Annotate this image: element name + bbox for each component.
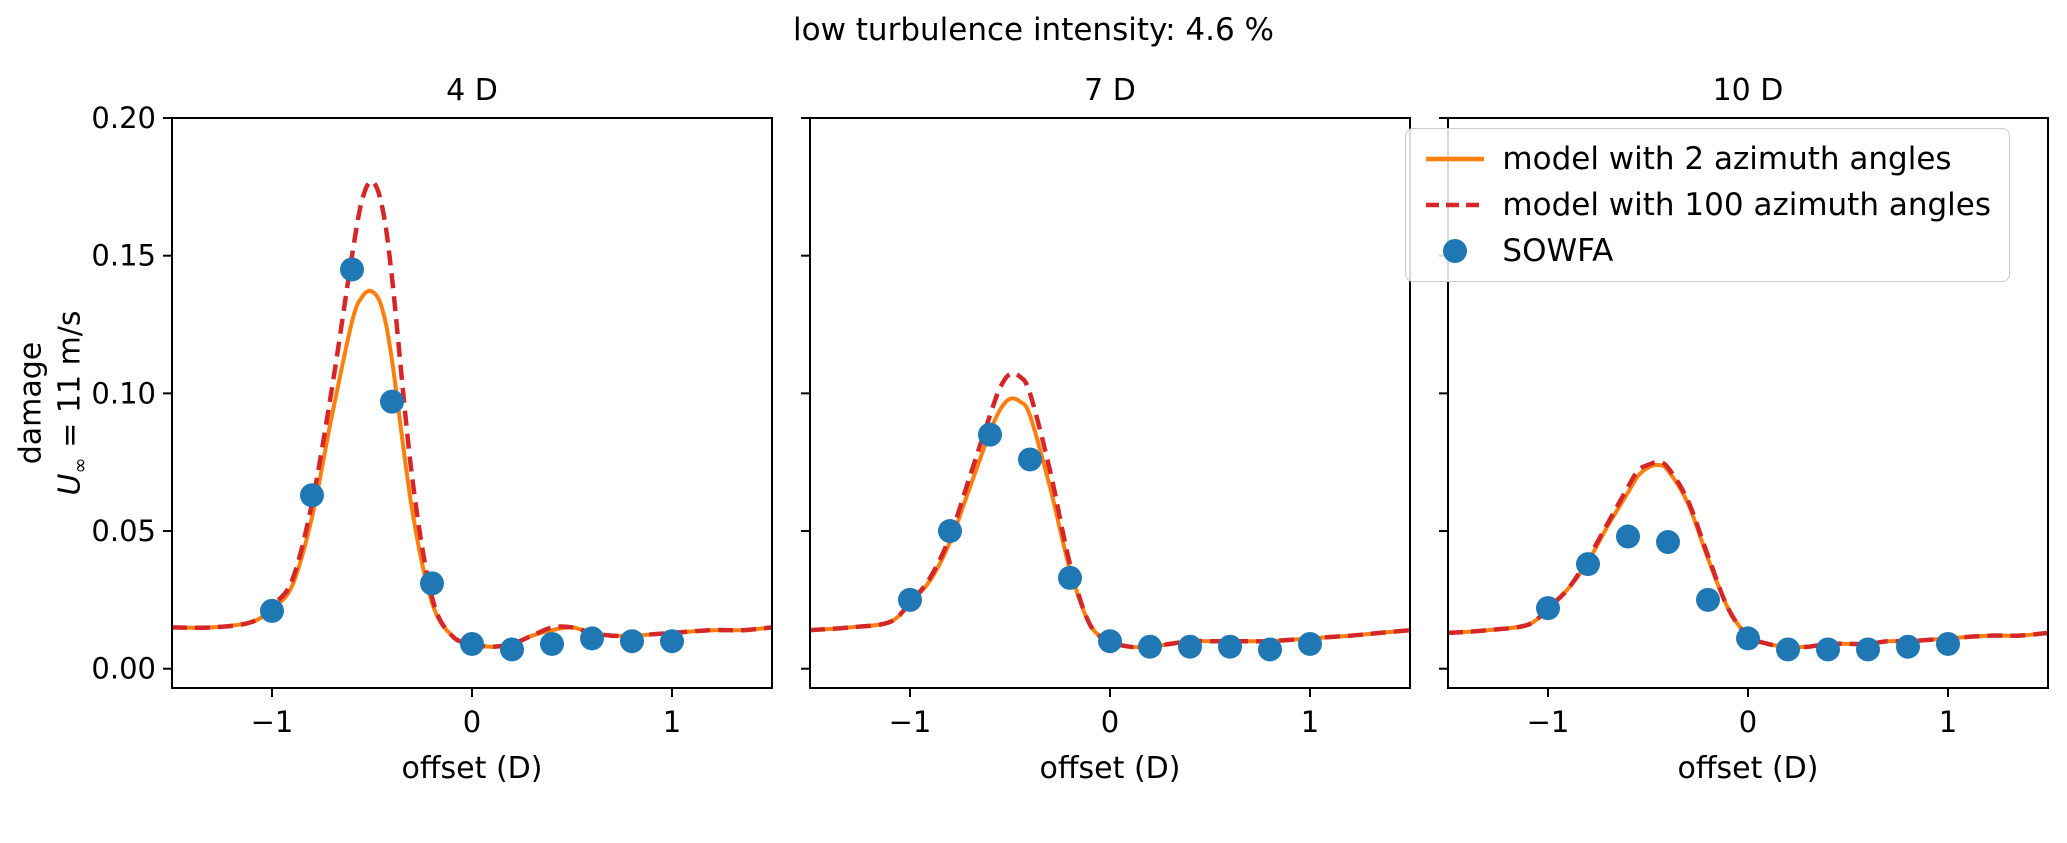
- svg-text:0: 0: [463, 705, 481, 739]
- svg-text:offset (D): offset (D): [402, 751, 543, 786]
- svg-text:1: 1: [1939, 705, 1957, 739]
- y-axis-label-line2: U∞ = 11 m/s: [50, 310, 92, 495]
- svg-text:−1: −1: [889, 705, 932, 739]
- svg-text:7 D: 7 D: [1084, 73, 1136, 108]
- svg-text:1: 1: [663, 705, 681, 739]
- svg-text:0.05: 0.05: [91, 514, 156, 548]
- legend: model with 2 azimuth angles model with 1…: [1405, 128, 2010, 282]
- svg-text:−1: −1: [251, 705, 294, 739]
- svg-text:−1: −1: [1527, 705, 1570, 739]
- y-axis-label: damage U∞ = 11 m/s: [11, 310, 92, 495]
- legend-item-model-100-azimuth: model with 100 azimuth angles: [1424, 187, 1991, 223]
- svg-text:0.10: 0.10: [91, 376, 156, 410]
- svg-text:0.00: 0.00: [91, 652, 156, 686]
- infinity-subscript: ∞: [68, 457, 92, 474]
- svg-text:0.15: 0.15: [91, 239, 156, 273]
- dashed-line-swatch-icon: [1424, 189, 1486, 221]
- subplot-10d: −1 0 1 10 D offset (D): [1439, 73, 2049, 786]
- y-axis-label-units: = 11 m/s: [52, 310, 88, 458]
- svg-text:0: 0: [1101, 705, 1119, 739]
- solid-line-swatch-icon: [1424, 143, 1486, 175]
- svg-text:offset (D): offset (D): [1678, 751, 1819, 786]
- svg-text:0: 0: [1739, 705, 1757, 739]
- legend-item-model-2-azimuth: model with 2 azimuth angles: [1424, 141, 1991, 177]
- subplot-4d: −1 0 1 0.00 0.05 0.10 0.15 0.20 4 D offset (D): [91, 73, 773, 786]
- svg-text:10 D: 10 D: [1713, 73, 1784, 108]
- legend-label: model with 100 azimuth angles: [1502, 187, 1991, 223]
- legend-label: model with 2 azimuth angles: [1502, 141, 1952, 177]
- legend-item-sowfa: SOWFA: [1424, 233, 1991, 269]
- dot-swatch-icon: [1424, 235, 1486, 267]
- svg-text:0.20: 0.20: [91, 101, 156, 135]
- subplot-7d: −1 0 1 7 D offset (D): [801, 73, 1411, 786]
- figure-suptitle: low turbulence intensity: 4.6 %: [792, 12, 1274, 48]
- y-axis-label-line1: damage: [13, 341, 49, 465]
- legend-label: SOWFA: [1502, 233, 1614, 269]
- svg-text:1: 1: [1301, 705, 1319, 739]
- u-symbol: U: [52, 473, 88, 496]
- svg-text:offset (D): offset (D): [1040, 751, 1181, 786]
- svg-text:4 D: 4 D: [446, 73, 498, 108]
